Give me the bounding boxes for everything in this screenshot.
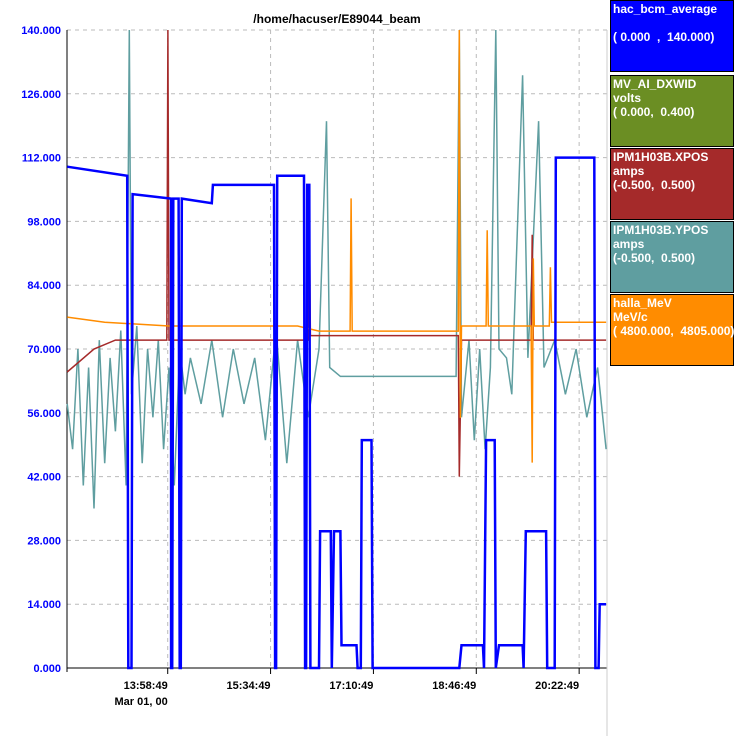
legend-range: ( 4800.000, 4805.000) [613, 324, 735, 338]
series-line-hac-bcm-average [67, 156, 607, 670]
x-date-label: Mar 01, 00 [115, 696, 168, 708]
y-tick-label: 42.000 [27, 472, 61, 484]
legend-name: IPM1H03B.YPOS [613, 223, 709, 237]
legend-units: amps [613, 164, 645, 178]
y-tick-label: 98.000 [27, 216, 61, 228]
legend-units: MeV/c [613, 310, 648, 324]
legend-units: volts [613, 91, 642, 105]
legend-range: (-0.500, 0.500) [613, 251, 696, 265]
legend-name: IPM1H03B.XPOS [613, 150, 709, 164]
y-tick-label: 28.000 [27, 535, 61, 547]
legend-name: MV_AI_DXWID [613, 77, 697, 91]
legend-entry[interactable]: MV_AI_DXWID volts( 0.000, 0.400) [610, 75, 734, 147]
y-tick-label: 140.000 [21, 25, 61, 37]
y-tick-label: 56.000 [27, 408, 61, 420]
series-line-halla-mev [67, 29, 607, 463]
x-tick-label: 13:58:49 [124, 680, 168, 692]
y-tick-label: 14.000 [27, 599, 61, 611]
y-tick-label: 84.000 [27, 280, 61, 292]
x-tick-label: 15:34:49 [227, 680, 271, 692]
legend-name: halla_MeV [613, 296, 672, 310]
y-tick-label: 0.000 [33, 663, 61, 675]
legend-entry[interactable]: hac_bcm_average ( 0.000 , 140.000) [610, 0, 734, 72]
legend-blank [613, 16, 731, 30]
legend-entry[interactable]: halla_MeV MeV/c( 4800.000, 4805.000) [610, 294, 734, 366]
x-tick-label: 17:10:49 [329, 680, 373, 692]
legend-range: ( 0.000 , 140.000) [613, 30, 715, 44]
legend-range: ( 0.000, 0.400) [613, 105, 695, 119]
legend-units: amps [613, 237, 645, 251]
legend-range: (-0.500, 0.500) [613, 178, 696, 192]
y-tick-label: 70.000 [27, 344, 61, 356]
legend-entry[interactable]: IPM1H03B.YPOS amps (-0.500, 0.500) [610, 221, 734, 293]
y-tick-label: 112.000 [22, 153, 61, 165]
x-tick-label: 18:46:49 [432, 680, 476, 692]
y-tick-label: 126.000 [21, 89, 61, 101]
legend-name: hac_bcm_average [613, 2, 718, 16]
x-tick-label: 20:22:49 [535, 680, 579, 692]
series-line-ipm1h03b-ypos [66, 29, 607, 509]
chart-title: /home/hacuser/E89044_beam [253, 12, 421, 26]
legend-entry[interactable]: IPM1H03B.XPOS amps (-0.500, 0.500) [610, 148, 734, 220]
